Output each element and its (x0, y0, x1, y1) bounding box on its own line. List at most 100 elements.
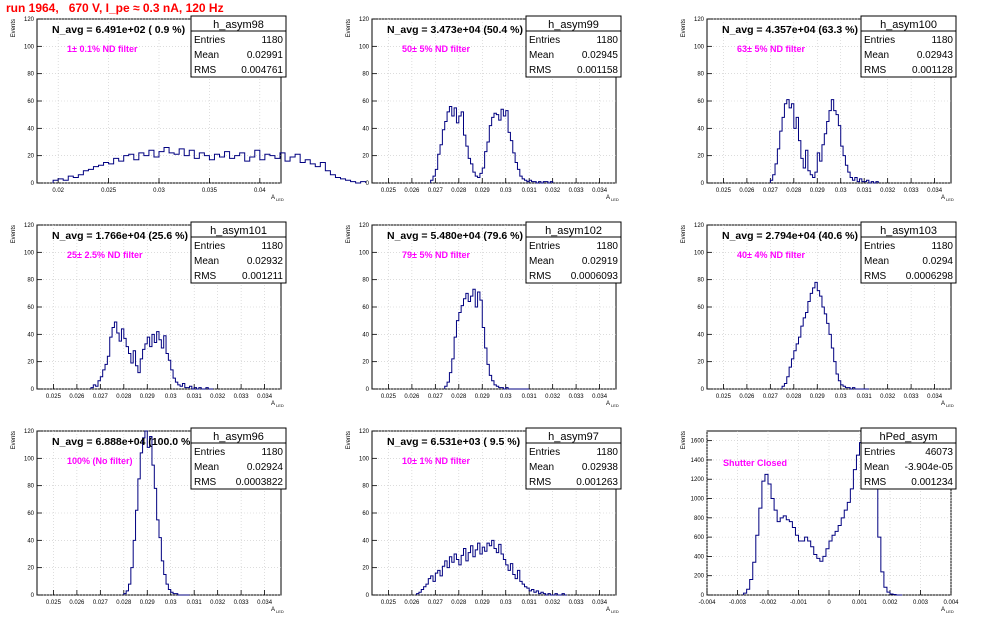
y-tick-label: 100 (24, 44, 35, 50)
page-title: run 1964, 670 V, I_pe ≈ 0.3 nA, 120 Hz (6, 1, 224, 15)
y-tick-label: 120 (24, 17, 35, 23)
x-tick-label: 0.03 (165, 394, 177, 400)
x-tick-label: 0.028 (786, 394, 802, 400)
y-tick-label: 20 (27, 154, 34, 160)
y-tick-label: 80 (362, 484, 369, 490)
x-tick-label: 0.034 (927, 394, 943, 400)
stat-label: Mean (194, 462, 219, 473)
stats-box (860, 221, 957, 284)
y-tick-label: 100 (694, 44, 705, 50)
stat-label: RMS (194, 65, 217, 76)
stats-box (860, 427, 957, 490)
x-axis-subscript: LED (946, 609, 954, 614)
y-axis-title: Events (346, 225, 352, 243)
x-tick-label: 0.033 (569, 188, 585, 194)
y-tick-label: 0 (701, 181, 705, 187)
x-tick-label: 0.025 (381, 600, 397, 606)
x-tick-label: 0.027 (93, 600, 109, 606)
y-tick-label: 20 (697, 360, 704, 366)
histogram-series (416, 539, 567, 596)
x-tick-label: 0.029 (475, 394, 491, 400)
histogram-name: h_asym103 (880, 225, 937, 237)
x-tick-label: 0.028 (451, 394, 467, 400)
stats-box (525, 427, 622, 490)
stat-value: 1180 (931, 241, 953, 252)
histogram-series (430, 105, 554, 184)
x-tick-label: 0.025 (716, 188, 732, 194)
x-tick-label: 0.032 (545, 188, 561, 194)
x-tick-label: 0.026 (739, 188, 755, 194)
x-tick-label: 0.026 (69, 600, 85, 606)
x-tick-label: 0.033 (234, 394, 250, 400)
x-tick-label: 0.025 (101, 188, 117, 194)
y-tick-label: 20 (362, 360, 369, 366)
x-tick-label: 0.031 (187, 600, 203, 606)
navg-label: N_avg = 4.357e+04 (63.3 %) (722, 24, 858, 36)
y-tick-label: 20 (27, 360, 34, 366)
stat-value: 0.02991 (247, 50, 284, 61)
stats-box (525, 221, 622, 284)
x-axis-title: A (271, 607, 275, 613)
y-tick-label: 1200 (691, 477, 705, 483)
x-tick-label: 0.031 (857, 394, 873, 400)
navg-label: N_avg = 6.888e+04 (100.0 %) (52, 436, 194, 448)
y-tick-label: 0 (701, 387, 705, 393)
stat-label: Mean (194, 256, 219, 267)
x-tick-label: 0.035 (202, 188, 218, 194)
stat-value: 1180 (261, 241, 283, 252)
y-axis-title: Events (681, 19, 687, 37)
x-tick-label: 0.03 (500, 394, 512, 400)
y-tick-label: 80 (697, 278, 704, 284)
stat-value: 0.0006298 (906, 271, 954, 282)
stat-value: 0.001211 (242, 271, 283, 282)
y-tick-label: 60 (362, 305, 369, 311)
x-tick-label: 0.03 (500, 600, 512, 606)
y-tick-label: 600 (694, 535, 705, 541)
x-tick-label: 0.025 (46, 600, 62, 606)
y-tick-label: 60 (362, 99, 369, 105)
x-tick-label: 0.034 (257, 600, 273, 606)
y-axis-title: Events (11, 225, 17, 243)
y-tick-label: 80 (362, 72, 369, 78)
x-tick-label: 0.031 (187, 394, 203, 400)
y-tick-label: 40 (27, 538, 34, 544)
histogram-name: h_asym102 (545, 225, 602, 237)
x-tick-label: 0.04 (254, 188, 266, 194)
y-tick-label: 40 (362, 332, 369, 338)
stat-value: 0.02938 (582, 462, 619, 473)
x-tick-label: 0.032 (880, 394, 896, 400)
y-tick-label: 60 (27, 305, 34, 311)
x-tick-label: 0.032 (210, 394, 226, 400)
stat-value: 1180 (261, 447, 283, 458)
x-tick-label: 0.034 (927, 188, 943, 194)
stat-value: 0.001128 (912, 65, 953, 76)
histogram-panel: 0.025 0.026 0.027 0.028 0.029 0.03 0.031 0.032 0… (681, 221, 957, 408)
x-tick-label: 0.001 (852, 600, 868, 606)
navg-label: N_avg = 2.794e+04 (40.6 %) (722, 230, 858, 242)
y-axis-title: Events (11, 19, 17, 37)
histogram-name: h_asym98 (213, 19, 264, 31)
x-tick-label: 0.025 (46, 394, 62, 400)
y-tick-label: 20 (362, 566, 369, 572)
stat-value: 0.02932 (247, 256, 284, 267)
x-tick-label: 0.029 (810, 394, 826, 400)
histogram-name: h_asym99 (548, 19, 599, 31)
x-tick-label: 0.031 (522, 188, 538, 194)
y-tick-label: 120 (694, 17, 705, 23)
navg-label: N_avg = 3.473e+04 (50.4 %) (387, 24, 523, 36)
stat-label: Entries (529, 447, 560, 458)
histogram-panel: 0.025 0.026 0.027 0.028 0.029 0.03 0.031 0.032 0… (11, 427, 287, 614)
y-tick-label: 100 (359, 456, 370, 462)
stat-label: Entries (864, 241, 895, 252)
y-tick-label: 20 (27, 566, 34, 572)
stat-label: Mean (529, 462, 554, 473)
stat-label: RMS (529, 271, 552, 282)
x-tick-label: 0.032 (545, 394, 561, 400)
stat-label: RMS (529, 65, 552, 76)
stats-box (190, 15, 287, 78)
y-tick-label: 120 (359, 223, 370, 229)
y-tick-label: 20 (697, 154, 704, 160)
x-tick-label: 0.031 (522, 394, 538, 400)
y-tick-label: 120 (359, 429, 370, 435)
